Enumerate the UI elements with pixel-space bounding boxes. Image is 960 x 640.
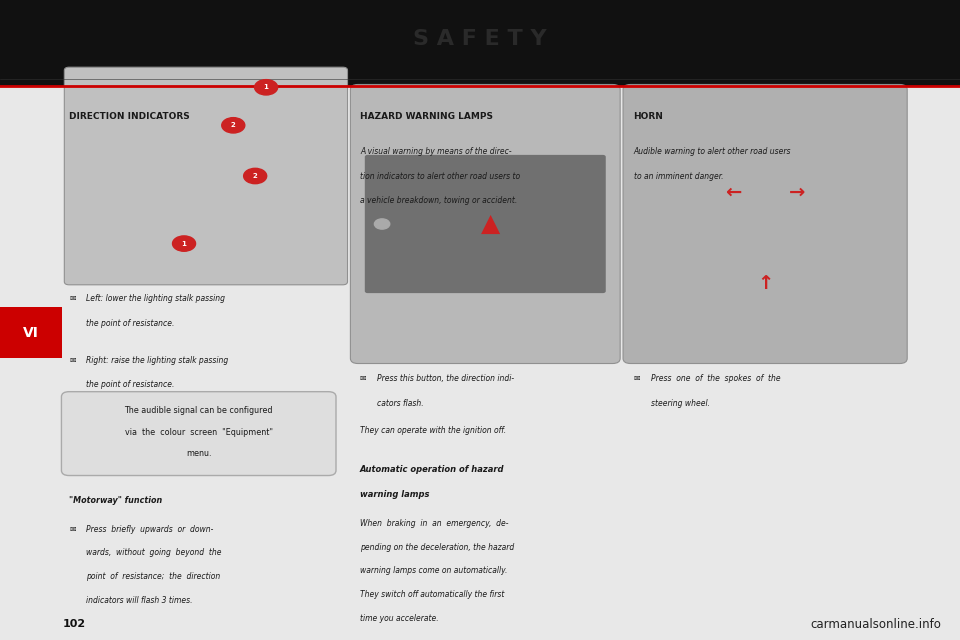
Text: S A F E T Y: S A F E T Y — [413, 29, 547, 49]
Text: warning lamps: warning lamps — [360, 490, 429, 499]
FancyBboxPatch shape — [350, 84, 620, 364]
Text: tion indicators to alert other road users to: tion indicators to alert other road user… — [360, 172, 520, 180]
Bar — [0, 86, 960, 640]
Text: ▲: ▲ — [481, 212, 500, 236]
Text: ←: ← — [725, 182, 741, 201]
Text: ✉: ✉ — [69, 356, 76, 365]
Text: cators flash.: cators flash. — [377, 399, 424, 408]
Text: They can operate with the ignition off.: They can operate with the ignition off. — [360, 426, 506, 435]
Text: warning lamps come on automatically.: warning lamps come on automatically. — [360, 566, 508, 575]
Circle shape — [254, 79, 277, 95]
Text: point  of  resistance;  the  direction: point of resistance; the direction — [86, 572, 221, 581]
Text: A visual warning by means of the direc-: A visual warning by means of the direc- — [360, 147, 512, 156]
Text: pending on the deceleration, the hazard: pending on the deceleration, the hazard — [360, 543, 515, 552]
Bar — [0, 307, 62, 358]
Text: Press this button, the direction indi-: Press this button, the direction indi- — [377, 374, 515, 383]
Text: →: → — [789, 182, 805, 201]
Text: VI: VI — [23, 326, 39, 340]
Circle shape — [222, 118, 245, 133]
Bar — [0, 0, 960, 86]
Circle shape — [173, 236, 196, 252]
Text: the point of resistance.: the point of resistance. — [86, 380, 175, 389]
Text: Press  one  of  the  spokes  of  the: Press one of the spokes of the — [651, 374, 780, 383]
Text: steering wheel.: steering wheel. — [651, 399, 709, 408]
Text: ✉: ✉ — [360, 374, 367, 383]
Text: 1: 1 — [181, 241, 186, 246]
Text: ↑: ↑ — [756, 274, 774, 292]
Text: ✉: ✉ — [69, 525, 76, 534]
Text: 1: 1 — [264, 84, 269, 90]
Text: via  the  colour  screen  "Equipment": via the colour screen "Equipment" — [125, 428, 273, 436]
FancyBboxPatch shape — [365, 155, 606, 293]
Text: menu.: menu. — [186, 449, 211, 458]
Text: wards,  without  going  beyond  the: wards, without going beyond the — [86, 548, 222, 557]
Text: HORN: HORN — [634, 112, 663, 121]
Text: Audible warning to alert other road users: Audible warning to alert other road user… — [634, 147, 791, 156]
Text: indicators will flash 3 times.: indicators will flash 3 times. — [86, 596, 193, 605]
Text: DIRECTION INDICATORS: DIRECTION INDICATORS — [69, 112, 190, 121]
Text: "Motorway" function: "Motorway" function — [69, 496, 162, 505]
Text: The audible signal can be configured: The audible signal can be configured — [125, 406, 273, 415]
Text: 102: 102 — [62, 619, 85, 629]
Circle shape — [244, 168, 267, 184]
Text: HAZARD WARNING LAMPS: HAZARD WARNING LAMPS — [360, 112, 493, 121]
Text: carmanualsonline.info: carmanualsonline.info — [810, 618, 941, 630]
Text: ✉: ✉ — [634, 374, 640, 383]
Text: Press  briefly  upwards  or  down-: Press briefly upwards or down- — [86, 525, 214, 534]
FancyBboxPatch shape — [623, 84, 907, 364]
Text: a vehicle breakdown, towing or accident.: a vehicle breakdown, towing or accident. — [360, 196, 517, 205]
Text: Automatic operation of hazard: Automatic operation of hazard — [360, 465, 505, 474]
Text: the point of resistance.: the point of resistance. — [86, 319, 175, 328]
Text: ✉: ✉ — [69, 294, 76, 303]
FancyBboxPatch shape — [64, 67, 348, 285]
Circle shape — [374, 219, 390, 229]
Text: Right: raise the lighting stalk passing: Right: raise the lighting stalk passing — [86, 356, 228, 365]
Text: 2: 2 — [231, 122, 235, 128]
Text: 2: 2 — [252, 173, 257, 179]
Text: to an imminent danger.: to an imminent danger. — [634, 172, 723, 180]
Text: Left: lower the lighting stalk passing: Left: lower the lighting stalk passing — [86, 294, 226, 303]
Text: When  braking  in  an  emergency,  de-: When braking in an emergency, de- — [360, 519, 509, 528]
FancyBboxPatch shape — [61, 392, 336, 476]
Text: time you accelerate.: time you accelerate. — [360, 614, 439, 623]
Text: They switch off automatically the first: They switch off automatically the first — [360, 590, 504, 599]
